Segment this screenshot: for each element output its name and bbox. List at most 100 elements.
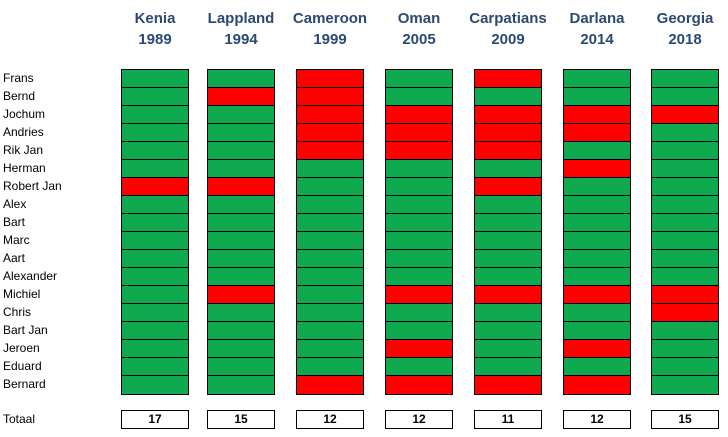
present-cell — [652, 88, 718, 106]
present-cell — [208, 304, 274, 322]
present-cell — [564, 214, 630, 232]
expedition-column — [474, 69, 542, 395]
member-name: Jeroen — [3, 341, 40, 355]
present-cell — [652, 232, 718, 250]
absent-cell — [564, 286, 630, 304]
present-cell — [652, 142, 718, 160]
present-cell — [564, 178, 630, 196]
present-cell — [386, 88, 452, 106]
member-name: Aart — [3, 251, 26, 265]
present-cell — [386, 214, 452, 232]
member-name: Chris — [3, 305, 32, 319]
present-cell — [652, 124, 718, 142]
present-cell — [386, 232, 452, 250]
expedition-year: 2014 — [580, 31, 614, 48]
present-cell — [297, 340, 363, 358]
present-cell — [564, 70, 630, 88]
present-cell — [475, 304, 541, 322]
expedition-header: Kenia 1989 — [110, 8, 200, 50]
present-cell — [475, 250, 541, 268]
expedition-name: Carpatians — [469, 10, 547, 27]
expedition-name: Georgia — [656, 10, 714, 27]
present-cell — [297, 322, 363, 340]
present-cell — [652, 322, 718, 340]
present-cell — [564, 250, 630, 268]
present-cell — [122, 286, 188, 304]
absent-cell — [208, 178, 274, 196]
present-cell — [652, 268, 718, 286]
absent-cell — [386, 286, 452, 304]
total-box: 15 — [207, 410, 275, 429]
present-cell — [297, 268, 363, 286]
expedition-name: Darlana — [569, 10, 625, 27]
member-name: Alex — [3, 197, 27, 211]
member-name: Rik Jan — [3, 143, 44, 157]
absent-cell — [297, 142, 363, 160]
present-cell — [122, 232, 188, 250]
present-cell — [564, 196, 630, 214]
present-cell — [208, 70, 274, 88]
expedition-year: 2009 — [491, 31, 525, 48]
present-cell — [652, 340, 718, 358]
absent-cell — [475, 124, 541, 142]
present-cell — [122, 88, 188, 106]
present-cell — [208, 358, 274, 376]
present-cell — [297, 160, 363, 178]
expedition-column — [385, 69, 453, 395]
expedition-name: Cameroon — [292, 10, 368, 27]
expedition-header: Georgia 2018 — [640, 8, 728, 50]
absent-cell — [297, 106, 363, 124]
member-name: Robert Jan — [3, 179, 62, 193]
present-cell — [475, 88, 541, 106]
present-cell — [122, 304, 188, 322]
member-name: Eduard — [3, 359, 42, 373]
present-cell — [652, 70, 718, 88]
present-cell — [475, 214, 541, 232]
present-cell — [122, 106, 188, 124]
present-cell — [386, 304, 452, 322]
present-cell — [386, 250, 452, 268]
total-box: 12 — [296, 410, 364, 429]
present-cell — [208, 232, 274, 250]
present-cell — [564, 88, 630, 106]
member-name: Andries — [3, 125, 44, 139]
present-cell — [652, 250, 718, 268]
absent-cell — [208, 286, 274, 304]
present-cell — [297, 232, 363, 250]
present-cell — [297, 358, 363, 376]
absent-cell — [386, 124, 452, 142]
expedition-year: 1989 — [138, 31, 172, 48]
present-cell — [475, 160, 541, 178]
absent-cell — [652, 304, 718, 322]
member-name: Bart — [3, 215, 26, 229]
present-cell — [208, 322, 274, 340]
absent-cell — [122, 178, 188, 196]
absent-cell — [564, 340, 630, 358]
present-cell — [208, 160, 274, 178]
member-name: Marc — [3, 233, 30, 247]
member-name: Bart Jan — [3, 323, 48, 337]
absent-cell — [386, 142, 452, 160]
expedition-header: Carpatians 2009 — [463, 8, 553, 50]
present-cell — [475, 268, 541, 286]
absent-cell — [475, 178, 541, 196]
present-cell — [386, 196, 452, 214]
total-box: 15 — [651, 410, 719, 429]
present-cell — [386, 70, 452, 88]
expedition-year: 2018 — [668, 31, 702, 48]
total-box: 12 — [563, 410, 631, 429]
present-cell — [297, 286, 363, 304]
expedition-name: Lappland — [207, 10, 275, 27]
present-cell — [297, 178, 363, 196]
present-cell — [475, 340, 541, 358]
absent-cell — [208, 88, 274, 106]
present-cell — [208, 124, 274, 142]
present-cell — [208, 106, 274, 124]
present-cell — [208, 196, 274, 214]
absent-cell — [564, 124, 630, 142]
present-cell — [122, 124, 188, 142]
present-cell — [122, 142, 188, 160]
present-cell — [652, 160, 718, 178]
total-box: 12 — [385, 410, 453, 429]
present-cell — [564, 232, 630, 250]
